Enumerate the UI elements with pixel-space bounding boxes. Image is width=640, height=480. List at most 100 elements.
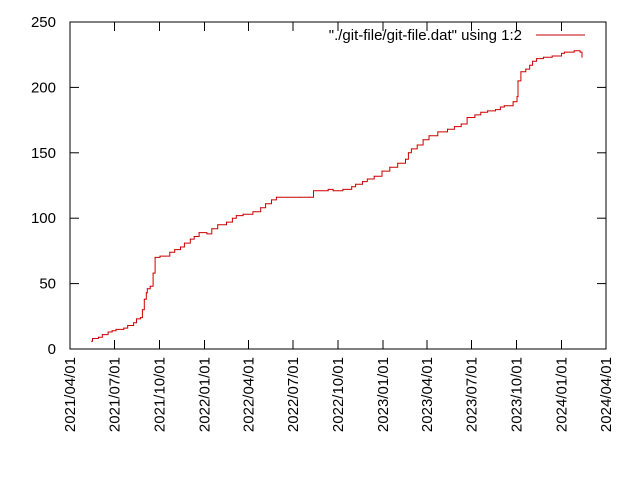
data-point	[355, 183, 357, 185]
data-point	[542, 56, 544, 58]
data-point	[145, 292, 147, 294]
data-point	[453, 126, 455, 128]
data-point	[428, 135, 430, 137]
data-point	[532, 60, 534, 62]
data-point	[529, 64, 531, 66]
data-point	[407, 152, 409, 154]
data-point	[362, 181, 363, 183]
data-point	[133, 322, 135, 324]
data-point	[198, 232, 200, 234]
data-point	[141, 309, 143, 311]
data-point	[101, 334, 103, 336]
data-point	[92, 338, 93, 339]
x-tick-label: 2022/04/01	[241, 357, 258, 432]
x-tick-label: 2022/10/01	[330, 357, 347, 432]
data-point	[111, 330, 113, 332]
data-point	[260, 207, 262, 209]
data-point	[169, 251, 171, 253]
data-point	[211, 228, 213, 230]
x-tick-label: 2023/10/01	[509, 357, 526, 432]
data-point	[115, 328, 117, 330]
data-point	[474, 114, 476, 116]
data-point	[275, 196, 277, 198]
data-point	[143, 298, 145, 300]
data-point	[193, 236, 195, 237]
data-point	[136, 318, 137, 320]
data-point	[487, 110, 489, 112]
data-point	[174, 249, 176, 251]
legend: "./git-file/git-file.dat" using 1:2	[329, 27, 585, 44]
x-tick-label: 2024/01/01	[553, 357, 570, 432]
data-point	[91, 340, 92, 342]
data-point	[460, 123, 462, 125]
data-point	[410, 148, 412, 150]
data-point	[351, 186, 353, 188]
x-tick-label: 2023/07/01	[464, 357, 481, 432]
x-tick-label: 2023/01/01	[375, 357, 392, 432]
x-tick-label: 2022/07/01	[285, 357, 302, 432]
data-point	[551, 55, 553, 57]
y-tick-label: 200	[31, 79, 56, 96]
data-point	[180, 246, 181, 248]
data-point	[154, 256, 156, 258]
x-axis-ticks: 2021/04/01 2021/07/01 2021/10/01 2022/01/01…	[62, 22, 615, 432]
data-point	[271, 199, 272, 201]
data-point	[127, 325, 129, 326]
data-point	[581, 56, 583, 58]
x-tick-label: 2021/04/01	[62, 357, 79, 432]
data-point	[107, 331, 109, 333]
y-tick-label: 250	[31, 14, 56, 31]
data-point	[299, 196, 301, 198]
series-layer	[91, 50, 583, 342]
data-point	[189, 238, 191, 240]
data-point	[159, 255, 161, 257]
data-point	[579, 51, 581, 53]
data-point	[235, 215, 237, 217]
y-tick-label: 0	[48, 341, 56, 358]
x-tick-label: 2022/01/01	[196, 357, 213, 432]
y-axis-ticks: 0 50 100 150 200 250	[31, 14, 606, 358]
data-point	[242, 213, 244, 215]
data-point	[149, 285, 151, 287]
data-point	[516, 96, 518, 98]
y-tick-label: 50	[39, 276, 56, 293]
data-point	[217, 224, 219, 226]
y-tick-label: 100	[31, 210, 56, 227]
data-point	[405, 158, 406, 160]
data-point	[495, 109, 496, 111]
data-point	[332, 190, 334, 192]
data-point	[252, 211, 254, 213]
series-line	[91, 50, 583, 342]
data-point	[520, 71, 522, 73]
data-point	[480, 111, 482, 113]
data-point	[97, 336, 99, 338]
x-tick-label: 2021/07/01	[107, 357, 124, 432]
data-point	[381, 170, 383, 172]
data-point	[536, 58, 538, 60]
data-point	[563, 51, 565, 53]
data-point	[146, 288, 148, 290]
data-point	[447, 128, 448, 130]
data-point	[152, 272, 154, 274]
data-point	[366, 178, 368, 180]
data-point	[422, 139, 424, 141]
x-tick-label: 2023/04/01	[419, 357, 436, 432]
data-point	[373, 175, 375, 177]
y-tick-label: 150	[31, 145, 56, 162]
x-tick-label: 2021/10/01	[151, 357, 168, 432]
data-point	[525, 68, 527, 70]
data-point	[466, 117, 468, 118]
data-point	[389, 166, 391, 168]
data-point	[309, 196, 311, 198]
data-point	[573, 50, 575, 52]
legend-label: "./git-file/git-file.dat" using 1:2	[329, 27, 522, 44]
data-point	[123, 327, 125, 329]
data-point	[499, 106, 501, 108]
data-point	[226, 221, 227, 223]
data-point	[561, 52, 562, 54]
data-point	[342, 188, 344, 190]
data-point	[517, 80, 519, 82]
data-point	[139, 317, 141, 319]
data-point	[231, 217, 233, 219]
